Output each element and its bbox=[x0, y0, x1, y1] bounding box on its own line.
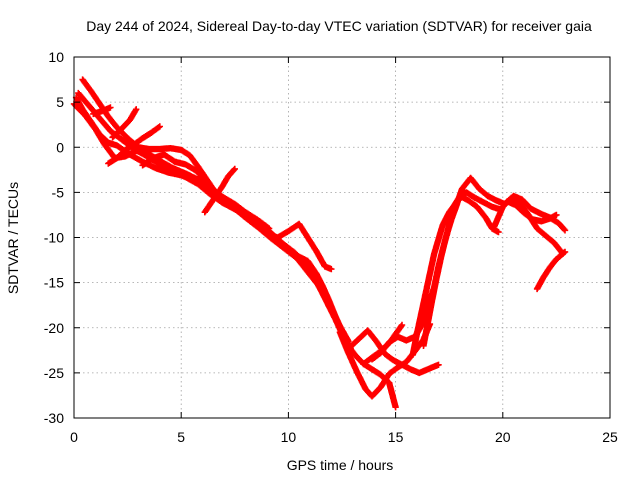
x-tick-label: 0 bbox=[70, 429, 78, 445]
y-tick-label: 0 bbox=[56, 139, 64, 155]
series-markers bbox=[448, 192, 502, 236]
series-arc-19 bbox=[491, 194, 566, 257]
y-tick-label: -25 bbox=[44, 365, 64, 381]
y-tick-label: 10 bbox=[48, 49, 64, 65]
series-markers bbox=[109, 106, 140, 141]
x-tick-label: 20 bbox=[495, 429, 511, 445]
series-arc-6 bbox=[105, 123, 163, 167]
series-markers bbox=[201, 165, 238, 216]
y-tick-label: -20 bbox=[44, 320, 64, 336]
series-arc-9 bbox=[201, 165, 238, 216]
series-arc-7 bbox=[109, 106, 140, 141]
series-arc-5 bbox=[90, 104, 114, 118]
y-tick-label: -5 bbox=[52, 184, 65, 200]
x-tick-label: 10 bbox=[281, 429, 297, 445]
x-tick-label: 15 bbox=[388, 429, 404, 445]
data-points bbox=[70, 76, 569, 411]
y-tick-label: 5 bbox=[56, 94, 64, 110]
chart-title: Day 244 of 2024, Sidereal Day-to-day VTE… bbox=[86, 18, 592, 34]
series-markers bbox=[533, 248, 569, 293]
series-arc-18 bbox=[448, 192, 502, 236]
series-markers bbox=[491, 194, 566, 257]
series-arc-10 bbox=[263, 220, 335, 273]
x-axis-label: GPS time / hours bbox=[287, 457, 394, 473]
y-tick-label: -30 bbox=[44, 410, 64, 426]
x-tick-label: 5 bbox=[177, 429, 185, 445]
y-tick-label: -15 bbox=[44, 275, 64, 291]
series-markers bbox=[90, 104, 114, 118]
series-arc-20 bbox=[533, 248, 569, 293]
x-tick-label: 25 bbox=[602, 429, 618, 445]
y-tick-label: -10 bbox=[44, 230, 64, 246]
axis-ticks: 0 5 10 15 20 25 10 5 0 -5 -10 -15 -20 -25 -30 bbox=[44, 49, 618, 445]
series-markers bbox=[105, 123, 163, 167]
y-axis-label: SDTVAR / TECUs bbox=[5, 182, 21, 294]
series-markers bbox=[263, 220, 335, 273]
grid bbox=[74, 57, 610, 418]
